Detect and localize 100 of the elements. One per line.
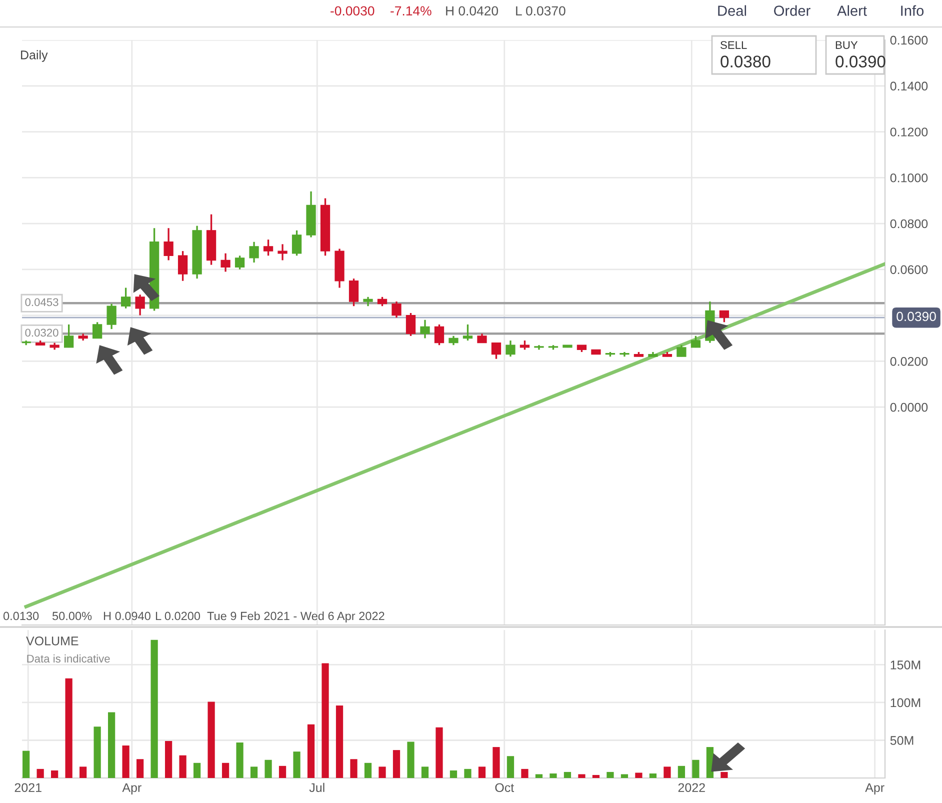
bar: [236, 742, 244, 778]
candlestick: [392, 300, 402, 318]
bar: [51, 770, 58, 778]
x-tick-label: Oct: [495, 783, 514, 792]
y-tick-label: 0.1200: [890, 128, 928, 136]
bar: [692, 760, 700, 778]
bar: [407, 742, 414, 778]
annotation: 0.0130: [3, 612, 39, 620]
bar: [65, 678, 72, 778]
annotation: 0.0390: [836, 56, 886, 68]
bar: [278, 766, 286, 778]
annotation: SELL: [720, 41, 747, 49]
bar: [450, 770, 458, 778]
bar: [521, 768, 528, 778]
candlestick: [64, 324, 74, 348]
y-tick-label: 150M: [890, 660, 920, 670]
bar: [350, 759, 358, 778]
bar: [22, 750, 30, 778]
candlestick: [690, 335, 701, 348]
candlestick: [506, 340, 516, 358]
text: Alert: [837, 5, 867, 16]
bar: [94, 726, 101, 778]
annotation: 50.00%: [52, 612, 92, 620]
annotation: BUY: [836, 41, 858, 49]
text: Info: [901, 5, 924, 16]
bar: [179, 755, 186, 778]
candlestick: [377, 296, 388, 307]
bar: [720, 772, 728, 778]
candlestick: [120, 286, 131, 310]
y-tick-label: 0.0200: [890, 356, 928, 366]
candlestick: [406, 312, 416, 337]
bar: [378, 766, 386, 778]
bar: [222, 762, 230, 778]
text: -7.14%: [390, 6, 432, 16]
candlestick: [520, 340, 530, 351]
bar: [535, 774, 543, 778]
candlestick: [164, 227, 174, 262]
bar: [635, 772, 642, 778]
annotation: Data is indicative: [27, 654, 110, 663]
candlestick: [434, 324, 444, 346]
bar: [164, 741, 172, 778]
annotation: H 0.0940: [104, 612, 150, 620]
bar: [492, 747, 500, 778]
text: H 0.0420: [446, 6, 498, 16]
bar: [578, 774, 586, 778]
bar: [336, 706, 344, 778]
candlestick: [178, 250, 188, 282]
bar: [678, 766, 686, 778]
candlestick: [448, 335, 458, 346]
candlestick: [278, 243, 288, 262]
annotation: Daily: [21, 50, 48, 62]
annotation: Tue 9 Feb 2021 - Wed 6 Apr 2022: [207, 611, 384, 623]
bar: [150, 640, 158, 778]
y-tick-label: 0.0000: [890, 402, 928, 412]
bar: [620, 774, 628, 778]
candlestick: [220, 252, 230, 273]
bar: [80, 766, 87, 778]
candlestick: [263, 238, 274, 256]
bar: [392, 750, 400, 778]
x-tick-label: Apr: [865, 783, 884, 795]
x-tick-label: 2022: [678, 783, 705, 792]
bar: [307, 724, 315, 778]
y-tick-label: 0.1000: [890, 173, 928, 182]
text: Deal: [718, 5, 746, 16]
candlestick: [234, 254, 245, 270]
text: L 0.0370: [516, 6, 566, 16]
bar: [564, 772, 572, 778]
annotation: L 0.0200: [156, 612, 200, 620]
bar: [322, 663, 329, 778]
bar: [293, 752, 300, 778]
candlestick: [106, 302, 116, 330]
y-tick-label: 100M: [890, 698, 920, 708]
y-tick-label: 0.1600: [890, 36, 928, 45]
candlestick: [477, 332, 487, 344]
bar: [136, 759, 144, 778]
bar: [649, 773, 657, 778]
y-tick-label: 0.1400: [890, 82, 928, 91]
bar: [550, 773, 557, 778]
bar: [592, 774, 600, 778]
bar: [364, 762, 372, 778]
bar: [108, 712, 116, 778]
candlestick: [462, 324, 473, 342]
chart-title: VOLUME: [26, 636, 78, 646]
candlestick: [135, 294, 145, 316]
ref-line-label: 0.0390: [896, 312, 936, 322]
bar: [264, 760, 272, 778]
y-tick-label: 0.0600: [890, 265, 928, 274]
y-tick-label: 0.0800: [890, 219, 928, 228]
annotation: 0.0380: [720, 56, 770, 68]
bar: [606, 772, 614, 778]
y-tick-label: 50M: [890, 736, 914, 745]
candlestick: [491, 342, 502, 360]
bar: [193, 762, 201, 778]
candlestick: [420, 319, 430, 340]
bar: [122, 746, 130, 778]
bar: [250, 766, 258, 778]
candlestick: [249, 241, 259, 264]
ref-line-label: 0.0320: [25, 328, 58, 337]
bar: [208, 702, 215, 778]
bar: [464, 768, 472, 778]
